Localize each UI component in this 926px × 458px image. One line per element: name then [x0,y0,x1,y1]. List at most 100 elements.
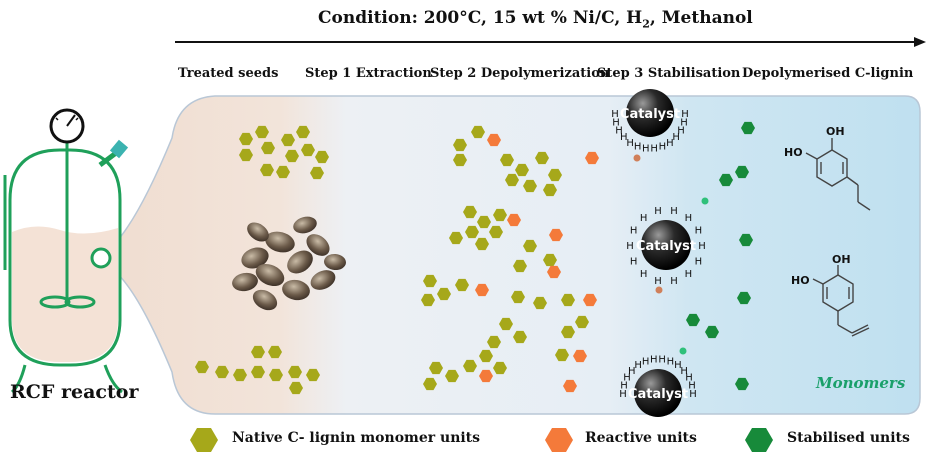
native-unit-hexagon [535,151,549,165]
hydrogen-atom-label: H [611,109,619,120]
hydrogen-atom-label: H [698,241,706,252]
hydrogen-atom-label: H [685,213,693,224]
hydrogen-atom-label: H [623,373,631,384]
legend-reactive-label: Reactive units [585,430,697,446]
hydrogen-atom-label: H [685,269,693,280]
native-unit-hexagon [500,153,514,167]
native-unit-hexagon [239,132,253,146]
legend-native-label: Native C- lignin monomer units [232,430,481,446]
native-unit-hexagon [276,165,290,179]
hydrogen-atom-label: H [615,125,623,136]
hydrogen-atom-label: H [667,356,675,367]
treated-seeds-label: Treated seeds [178,66,279,81]
hydrogen-atom-label: H [695,225,703,236]
condition-arrow-head [914,37,926,47]
hydrogen-atom-label: H [642,144,650,155]
stabilised-unit-hexagon [686,313,700,327]
native-unit-hexagon [543,253,557,267]
hydrogen-atom-label: H [619,389,627,400]
legend-stabilised-hexagon [745,428,773,452]
stabilised-unit-hexagon [735,165,749,179]
hydrogen-atom-label: H [650,354,658,365]
native-unit-hexagon [195,360,209,374]
hydrogen-atom-label: H [685,373,693,384]
native-unit-hexagon [255,125,269,139]
lignin-units [195,121,755,395]
catalyst-label: Catalyst [636,239,696,254]
hydrogen-atom-label: H [626,138,634,149]
legend-reactive-hexagon [545,428,573,452]
catalyst-particle [641,220,691,270]
condition-label: Condition: 200°C, 15 wt % Ni/C, H2, Meth… [318,8,753,31]
monomer-structure-2 [812,265,870,337]
treated-seeds-image [232,216,346,311]
native-unit-hexagon [523,179,537,193]
native-unit-hexagon [269,368,283,382]
hydrogen-atom-label: H [695,257,703,268]
stabilised-unit-hexagon [741,121,755,135]
hydrogen-atom-label: H [654,206,662,217]
hydrogen-atom-label: H [640,213,648,224]
native-unit-hexagon [429,361,443,375]
native-unit-hexagon [487,335,501,349]
stabilised-unit-hexagon [737,291,751,305]
reactive-fragment-dot [633,154,641,162]
reactive-unit-hexagon [583,293,597,307]
native-unit-hexagon [575,315,589,329]
native-unit-hexagon [437,287,451,301]
native-unit-hexagon [260,163,274,177]
native-unit-hexagon [561,325,575,339]
native-unit-hexagon [463,359,477,373]
hydrogen-atom-label: H [670,276,678,287]
legend-stabilised-label: Stabilised units [787,430,910,446]
hydrogen-atom-label: H [681,109,689,120]
native-unit-hexagon [215,365,229,379]
hydrogen-atom-label: H [640,269,648,280]
hydrogen-atom-label: H [689,389,697,400]
native-unit-hexagon [251,365,265,379]
hydrogen-atom-label: H [670,206,678,217]
hydrogen-atom-label: H [680,117,688,128]
native-unit-hexagon [511,290,525,304]
native-unit-hexagon [561,293,575,307]
product-label: Depolymerised C-lignin [742,66,914,81]
hydrogen-atom-label: H [650,144,658,155]
reactive-unit-hexagon [487,133,501,147]
step1-label: Step 1 Extraction [305,66,432,81]
native-unit-hexagon [423,377,437,391]
step3-label: Step 3 Stabilisation [597,66,741,81]
hydrogen-atom-label: H [628,366,636,377]
hydrogen-atom-label: H [659,142,667,153]
legend-native-hexagon [190,428,218,452]
hydrogen-atom-label: H [642,356,650,367]
stabilised-unit-hexagon [739,233,753,247]
rcf-reactor [3,130,129,394]
hydrogen-atom-label: H [677,125,685,136]
native-unit-hexagon [310,166,324,180]
native-unit-hexagon [288,365,302,379]
ho-label-1: HO [784,146,803,159]
monomers-label: Monomers [816,374,906,392]
reactive-unit-hexagon [573,349,587,363]
native-unit-hexagon [301,143,315,157]
stabilised-fragment-dot [679,347,687,355]
hydrogen-atom-label: H [634,142,642,153]
native-unit-hexagon [453,153,467,167]
catalyst-label: Catalyst [628,387,688,402]
native-unit-hexagon [533,296,547,310]
native-unit-hexagon [471,125,485,139]
reactive-unit-hexagon [547,265,561,279]
pressure-gauge-icon [49,108,85,144]
native-unit-hexagon [315,150,329,164]
reactive-unit-hexagon [549,228,563,242]
step2-label: Step 2 Depolymerization [430,66,610,81]
native-unit-hexagon [523,239,537,253]
native-unit-hexagon [475,237,489,251]
native-unit-hexagon [493,208,507,222]
native-unit-hexagon [449,231,463,245]
ho-label-2: HO [791,274,810,287]
native-unit-hexagon [445,369,459,383]
native-unit-hexagon [477,215,491,229]
